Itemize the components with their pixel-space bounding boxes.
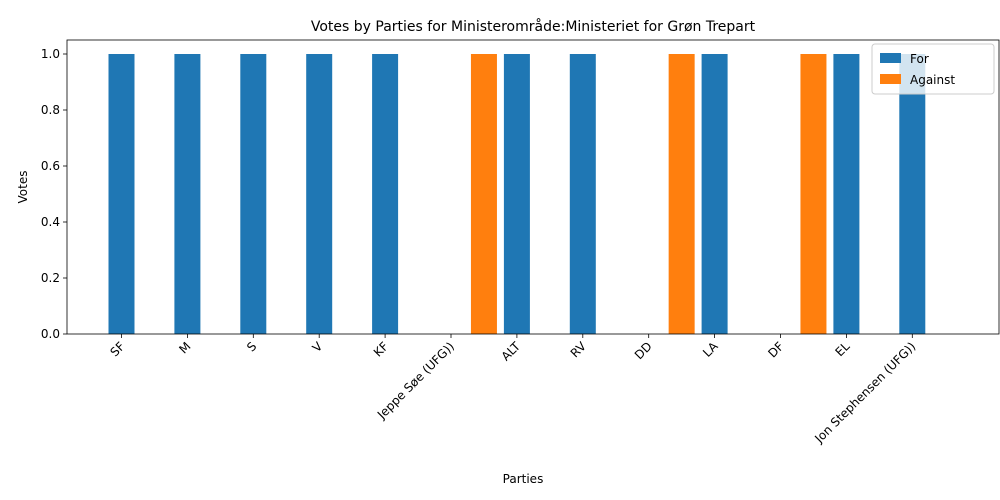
bar-for-9 (701, 54, 728, 334)
plot-frame (66, 39, 1000, 335)
legend-label-for: For (910, 52, 929, 66)
chart-title: Votes by Parties for Ministerområde:Mini… (311, 18, 756, 35)
legend-label-against: Against (910, 73, 955, 87)
x-tick-label: DD (632, 339, 655, 362)
y-tick-label: 1.0 (41, 47, 60, 61)
legend: For Against (871, 43, 995, 95)
bar-against-5 (470, 54, 497, 334)
legend-box (871, 43, 995, 95)
bar-against-10 (800, 54, 827, 334)
bar-for-12 (899, 54, 926, 334)
y-axis: 0.0 0.2 0.4 0.6 0.8 1.0 (41, 47, 67, 341)
x-tick-label: M (176, 339, 193, 356)
x-tick-label: S (244, 339, 259, 354)
x-tick-label: LA (700, 339, 721, 360)
bars-layer (108, 54, 926, 334)
x-tick-label: V (310, 339, 326, 355)
x-tick-label: EL (833, 339, 853, 359)
bar-for-3 (306, 54, 333, 334)
x-tick-label: DF (765, 339, 786, 360)
y-axis-label: Votes (16, 171, 30, 204)
x-tick-label: KF (371, 339, 391, 359)
bar-for-0 (108, 54, 135, 334)
x-tick-label: ALT (499, 339, 524, 364)
y-tick-label: 0.0 (41, 327, 60, 341)
y-tick-label: 0.2 (41, 271, 60, 285)
bar-for-11 (833, 54, 860, 334)
y-tick-label: 0.6 (41, 159, 60, 173)
bar-against-8 (668, 54, 695, 334)
x-tick-label: Jon Stephensen (UFG)) (811, 339, 918, 446)
y-tick-label: 0.8 (41, 103, 60, 117)
bar-for-2 (240, 54, 267, 334)
bar-for-7 (569, 54, 596, 334)
x-tick-label: RV (568, 339, 590, 361)
bar-for-1 (174, 54, 201, 334)
bar-for-6 (503, 54, 530, 334)
y-tick-label: 0.4 (41, 215, 60, 229)
legend-swatch-against (880, 74, 901, 84)
x-axis-label: Parties (503, 472, 544, 486)
bar-for-4 (372, 54, 399, 334)
legend-swatch-for (880, 53, 901, 63)
x-tick-label: SF (107, 339, 127, 359)
